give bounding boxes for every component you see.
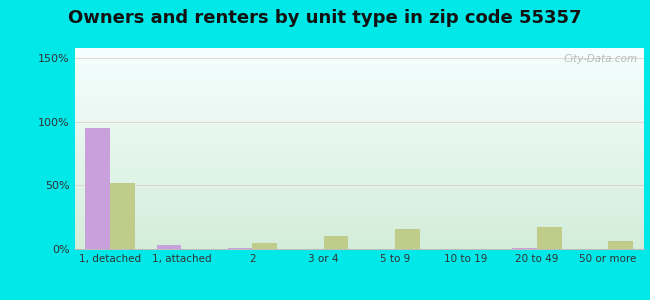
Bar [85, 128, 111, 249]
Bar [157, 245, 181, 249]
Text: Owners and renters by unit type in zip code 55357: Owners and renters by unit type in zip c… [68, 9, 582, 27]
Bar [324, 236, 348, 249]
Bar [227, 248, 252, 249]
Bar [252, 243, 278, 249]
Bar [512, 248, 537, 249]
Bar [111, 183, 135, 249]
Bar [537, 227, 562, 249]
Bar [395, 229, 419, 249]
Bar [608, 242, 633, 249]
Text: City-Data.com: City-Data.com [564, 54, 638, 64]
